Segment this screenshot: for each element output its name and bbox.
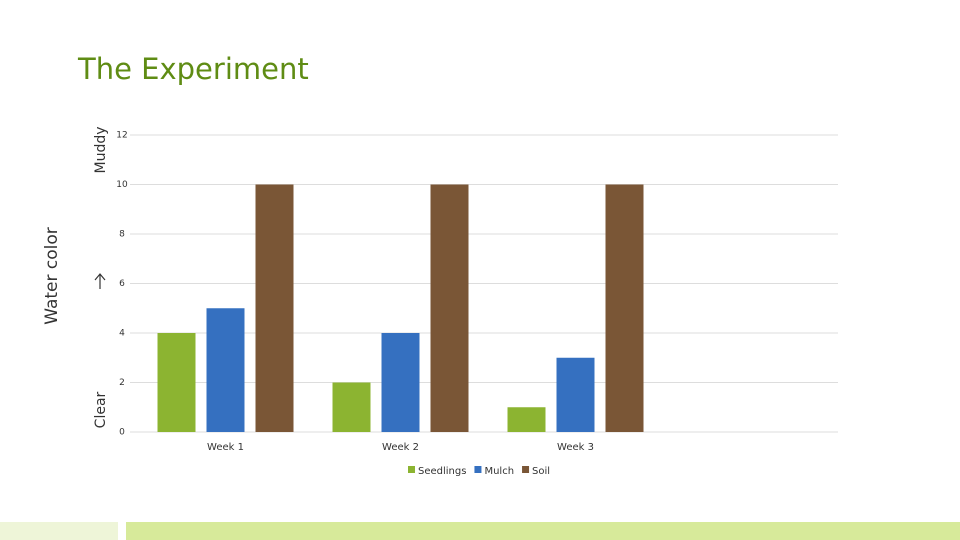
bar bbox=[430, 184, 469, 432]
bar bbox=[605, 184, 644, 432]
legend-label: Seedlings bbox=[418, 466, 466, 477]
legend-swatch bbox=[522, 466, 530, 473]
footer-bar-right bbox=[126, 522, 960, 540]
up-arrow bbox=[94, 273, 106, 289]
bar bbox=[255, 184, 294, 432]
footer-bar-left bbox=[0, 522, 118, 540]
y-tick-label: 10 bbox=[116, 180, 128, 190]
legend-swatch bbox=[408, 466, 415, 473]
x-tick-label: Week 1 bbox=[207, 442, 244, 453]
bar bbox=[157, 333, 196, 432]
legend-label: Soil bbox=[532, 466, 550, 477]
bar bbox=[556, 357, 595, 432]
y-tick-label: 8 bbox=[119, 230, 125, 240]
y-tick-label: 4 bbox=[119, 329, 125, 339]
bar bbox=[332, 382, 371, 432]
x-tick-label: Week 3 bbox=[557, 442, 594, 453]
bar bbox=[507, 407, 546, 432]
bar bbox=[381, 333, 420, 432]
slide-title: The Experiment bbox=[77, 52, 309, 86]
x-tick-label: Week 2 bbox=[382, 442, 419, 453]
y-tick-label: 6 bbox=[119, 279, 125, 289]
y-top-label: Muddy bbox=[93, 126, 109, 173]
y-tick-label: 0 bbox=[119, 428, 125, 438]
y-tick-label: 12 bbox=[116, 131, 127, 141]
legend-swatch bbox=[474, 466, 482, 473]
y-bottom-label: Clear bbox=[93, 391, 109, 428]
y-tick-label: 2 bbox=[119, 378, 125, 388]
bar bbox=[206, 308, 245, 432]
y-axis-title: Water color bbox=[42, 227, 62, 325]
legend-label: Mulch bbox=[484, 466, 514, 477]
